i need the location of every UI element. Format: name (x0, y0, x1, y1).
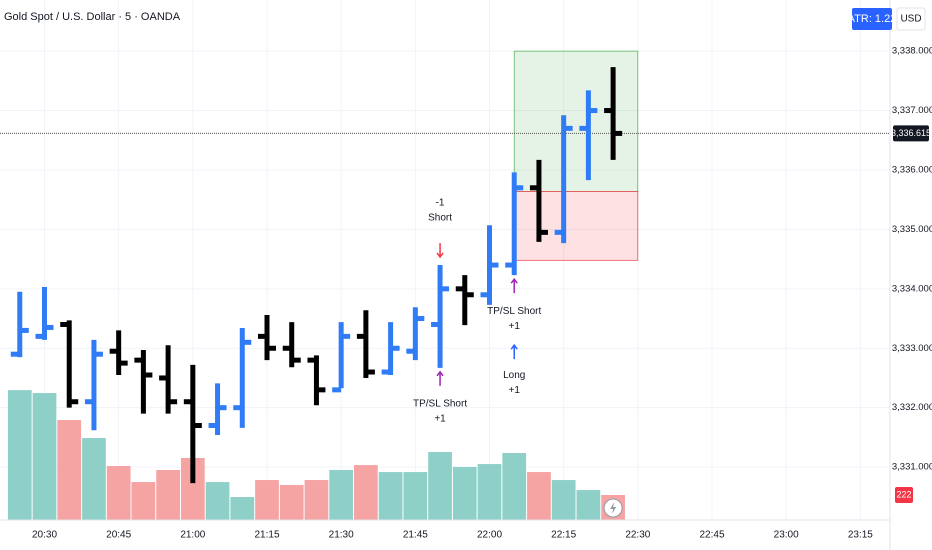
volume-bar (279, 484, 304, 520)
x-tick-label: 22:15 (551, 530, 576, 541)
volume-label: 222 (896, 489, 911, 499)
target-zone (513, 50, 639, 192)
annotation-text: -1 (436, 198, 445, 209)
volume-bar (428, 452, 452, 520)
volume-bar (57, 420, 82, 520)
y-tick-label: 3,337.000 (892, 105, 932, 116)
x-tick-label: 22:30 (625, 530, 650, 541)
currency-label: USD (900, 14, 921, 25)
x-tick-label: 21:30 (329, 530, 354, 541)
x-tick-label: 22:45 (699, 530, 724, 541)
volume-bar (378, 472, 403, 520)
currency-button[interactable] (896, 7, 926, 31)
volume-bar (255, 480, 279, 520)
annotation-arrow-head (510, 343, 518, 350)
volume-bar (82, 438, 106, 520)
volume-bar (131, 482, 156, 520)
volume-bar (180, 457, 205, 520)
volume-bar (329, 470, 354, 520)
volume-bar (354, 465, 378, 520)
volume-bar (403, 472, 428, 520)
annotation-text: Long (503, 370, 525, 381)
volume-bar (477, 464, 502, 520)
y-tick-label: 3,336.000 (892, 164, 932, 175)
volume-bar (527, 472, 551, 520)
indicator-label: ATR: 1.22 (848, 13, 897, 25)
y-tick-label: 3,338.000 (892, 46, 932, 57)
volume-bar (156, 470, 180, 520)
x-tick-label: 21:15 (254, 530, 279, 541)
y-tick-label: 3,332.000 (892, 402, 932, 413)
x-tick-label: 21:00 (180, 530, 205, 541)
x-tick-label: 23:15 (848, 530, 873, 541)
x-tick-label: 21:45 (403, 530, 428, 541)
y-tick-label: 3,331.000 (892, 462, 932, 473)
volume-bar (576, 490, 601, 520)
volume-bar (32, 393, 57, 520)
volume-bar (452, 466, 477, 520)
annotation-arrow-head (510, 277, 518, 284)
annotation-text: +1 (509, 321, 521, 332)
annotation-text: +1 (509, 385, 521, 396)
replay-icon-bolt (610, 502, 617, 514)
volume-bar (502, 453, 527, 520)
last-price-badge (893, 125, 929, 142)
annotation-text: TP/SL Short (413, 399, 467, 410)
annotation-text: +1 (434, 414, 446, 425)
volume-bar (230, 497, 255, 520)
volume-bar (551, 480, 576, 520)
last-price-label: 3,336.615 (891, 128, 931, 138)
x-tick-label: 22:00 (477, 530, 502, 541)
volume-bar (304, 480, 329, 520)
y-tick-label: 3,334.000 (892, 283, 932, 294)
annotation-text: Short (428, 213, 452, 224)
x-tick-label: 20:45 (106, 530, 131, 541)
volume-badge (895, 487, 913, 503)
stop-zone (513, 191, 639, 261)
x-tick-label: 23:00 (774, 530, 799, 541)
annotation-arrow-head (436, 370, 444, 377)
indicator-badge[interactable] (852, 8, 892, 30)
y-tick-label: 3,333.000 (892, 343, 932, 354)
chart-title: Gold Spot / U.S. Dollar · 5 · OANDA (4, 11, 181, 23)
volume-bar (205, 482, 230, 520)
volume-bar (7, 390, 32, 520)
y-tick-label: 3,335.000 (892, 224, 932, 235)
annotation-arrow-head (436, 252, 444, 259)
volume-bar (106, 465, 131, 520)
x-tick-label: 20:30 (32, 530, 57, 541)
annotation-text: TP/SL Short (487, 306, 541, 317)
